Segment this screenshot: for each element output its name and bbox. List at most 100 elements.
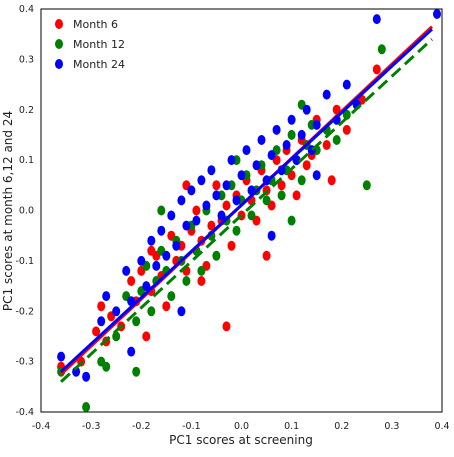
point-month-6 [292, 190, 301, 201]
point-month-12 [262, 195, 271, 206]
point-month-6 [322, 140, 331, 150]
point-month-6 [227, 240, 236, 251]
point-month-6 [222, 321, 231, 332]
point-month-24 [162, 250, 171, 261]
point-month-12 [287, 129, 296, 140]
point-month-24 [97, 316, 106, 327]
legend-label-month-24: Month 24 [73, 58, 125, 71]
point-month-24 [227, 155, 236, 166]
x-tick-label: -0.2 [132, 421, 151, 432]
point-month-6 [127, 276, 136, 286]
point-month-24 [287, 114, 296, 125]
point-month-24 [102, 291, 111, 302]
y-tick-label: 0.4 [19, 4, 34, 15]
legend-label-month-6: Month 6 [73, 18, 118, 31]
point-month-12 [147, 306, 156, 317]
point-month-24 [177, 306, 186, 317]
point-month-24 [222, 180, 231, 191]
legend-marker-month-24 [55, 59, 63, 69]
point-month-12 [197, 265, 206, 276]
point-month-12 [287, 215, 296, 226]
point-month-24 [157, 225, 166, 236]
point-month-24 [342, 79, 351, 90]
point-month-24 [433, 9, 441, 19]
point-month-12 [247, 210, 256, 221]
point-month-12 [212, 250, 221, 261]
x-tick-label: 0.4 [434, 421, 449, 432]
x-tick-label: -0.3 [82, 421, 101, 432]
point-month-12 [342, 109, 351, 120]
point-month-24 [302, 104, 311, 115]
y-tick-label: -0.4 [15, 407, 34, 418]
point-month-24 [297, 129, 306, 140]
point-month-12 [112, 331, 121, 342]
y-tick-labels: -0.4 -0.3 -0.2 -0.1 0.0 0.1 0.2 0.3 0.4 [15, 4, 34, 418]
point-month-24 [182, 220, 191, 231]
point-month-6 [192, 205, 201, 216]
point-month-24 [202, 200, 211, 211]
point-month-12 [332, 135, 341, 145]
y-tick-label: 0.2 [19, 105, 34, 116]
point-month-24 [242, 145, 251, 156]
point-month-24 [167, 210, 176, 221]
point-month-12 [167, 291, 176, 302]
fit-line-month-24 [60, 28, 433, 373]
x-tick-label: 0.1 [284, 421, 299, 432]
point-month-12 [182, 276, 191, 286]
point-month-24 [312, 119, 321, 130]
point-month-24 [267, 230, 276, 241]
y-tick-label: -0.2 [15, 306, 34, 317]
point-month-24 [197, 175, 206, 186]
fit-lines-layer [60, 25, 434, 383]
y-tick-label: -0.3 [15, 357, 34, 368]
point-month-24 [257, 135, 266, 145]
point-month-24 [152, 260, 161, 271]
x-tick-label: -0.1 [182, 421, 201, 432]
point-month-24 [312, 170, 321, 181]
point-month-24 [142, 281, 151, 292]
x-tick-label: -0.4 [32, 421, 51, 432]
point-month-24 [322, 89, 331, 100]
point-month-24 [372, 14, 381, 25]
point-month-6 [92, 326, 101, 337]
x-tick-label: 0.3 [384, 421, 399, 432]
point-month-6 [342, 124, 351, 135]
y-tick-label: -0.1 [15, 256, 34, 267]
legend-marker-month-6 [55, 19, 63, 29]
point-month-24 [137, 255, 146, 266]
point-month-6 [197, 276, 206, 286]
point-month-12 [377, 44, 386, 55]
y-tick-label: 0.3 [19, 54, 34, 65]
point-month-6 [372, 64, 381, 75]
point-month-6 [207, 220, 216, 231]
fit-line-month-12 [60, 38, 433, 383]
point-month-24 [237, 170, 246, 181]
point-month-12 [297, 175, 306, 186]
point-month-24 [217, 210, 226, 221]
point-month-6 [262, 250, 271, 261]
point-month-6 [147, 245, 156, 256]
point-month-6 [222, 200, 231, 211]
x-tick-label: 0.0 [234, 421, 249, 432]
y-axis-label: PC1 scores at month 6,12 and 24 [1, 111, 15, 311]
point-month-12 [82, 402, 91, 412]
point-month-24 [177, 195, 186, 206]
point-month-6 [277, 180, 286, 191]
point-month-12 [157, 205, 166, 216]
point-month-24 [282, 140, 291, 150]
y-tick-label: 0.0 [19, 206, 34, 217]
x-tick-labels: -0.4 -0.3 -0.2 -0.1 0.0 0.1 0.2 0.3 0.4 [32, 421, 450, 432]
point-month-6 [327, 175, 336, 186]
point-month-6 [302, 160, 311, 171]
point-month-24 [122, 265, 131, 276]
point-month-12 [132, 366, 141, 377]
x-tick-label: 0.2 [334, 421, 349, 432]
point-month-24 [192, 215, 201, 226]
point-month-6 [162, 301, 171, 312]
point-month-24 [207, 165, 216, 176]
point-month-24 [272, 124, 281, 135]
point-month-24 [172, 240, 181, 251]
point-month-24 [57, 351, 66, 362]
